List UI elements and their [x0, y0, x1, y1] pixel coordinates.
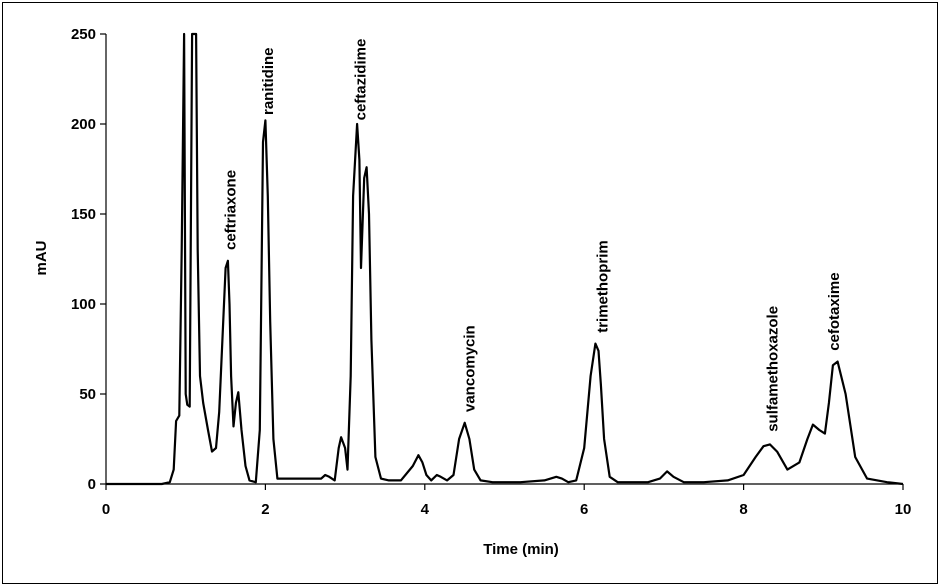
- peak-label: ceftazidime: [352, 39, 369, 121]
- y-axis-title: mAU: [33, 240, 50, 275]
- peak-label: ranitidine: [260, 47, 277, 115]
- y-tick-label: 100: [71, 296, 96, 313]
- y-tick-label: 0: [88, 476, 96, 493]
- peak-label: vancomycin: [462, 325, 479, 412]
- axes: [105, 34, 903, 485]
- x-tick-label: 6: [580, 501, 588, 518]
- peak-annotations: ceftriaxone ranitidine ceftazidime vancomyc…: [223, 39, 843, 432]
- x-tick-label: 0: [102, 501, 110, 518]
- peak-label: sulfamethoxazole: [764, 306, 781, 432]
- x-tick-label: 4: [421, 501, 430, 518]
- x-tick-label: 8: [739, 501, 747, 518]
- x-axis-title: Time (min): [483, 541, 559, 558]
- y-tick-label: 50: [79, 386, 96, 403]
- chromatogram-trace: [106, 32, 904, 486]
- y-tick-label: 250: [71, 26, 96, 43]
- x-axis-ticks: 0 2 4 6 8 10: [102, 484, 912, 518]
- x-tick-label: 2: [261, 501, 269, 518]
- peak-label: cefotaxime: [826, 272, 843, 350]
- y-tick-label: 150: [71, 206, 96, 223]
- y-tick-label: 200: [71, 116, 96, 133]
- peak-label: trimethoprim: [595, 240, 612, 333]
- y-axis-ticks: 0 50 100 150 200 250: [71, 26, 106, 493]
- x-tick-label: 10: [895, 501, 912, 518]
- peak-label: ceftriaxone: [223, 170, 240, 250]
